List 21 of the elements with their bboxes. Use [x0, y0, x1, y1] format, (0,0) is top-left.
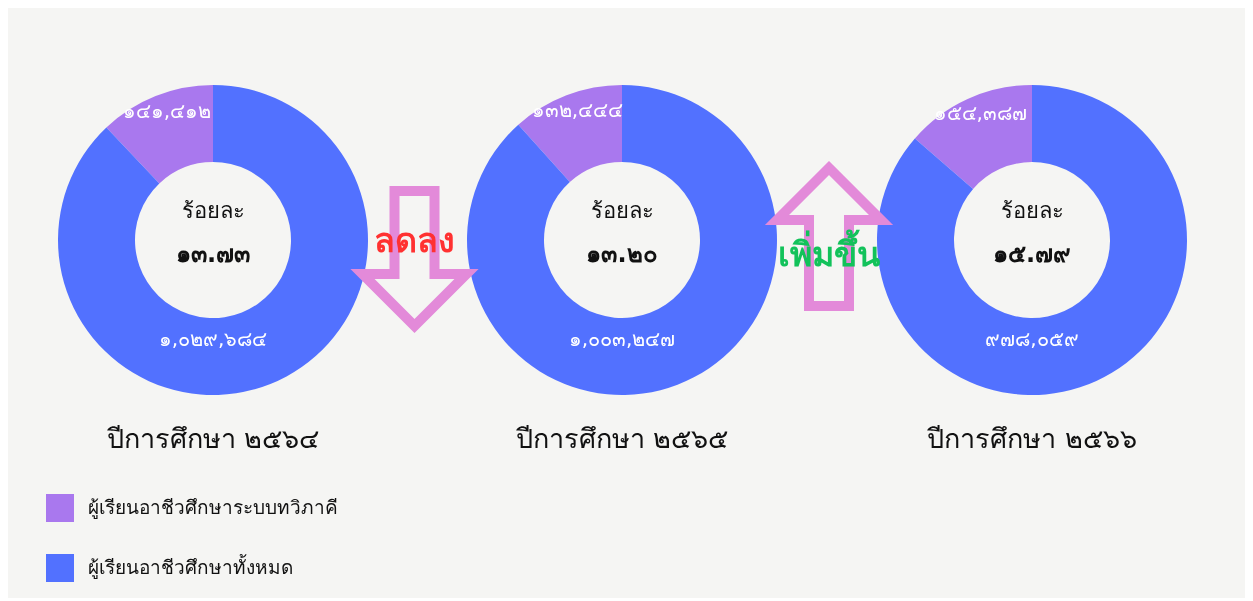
- text: ปีการศึกษา ๒๕๖๖: [927, 423, 1137, 454]
- text: ปีการศึกษา ๒๕๖๔: [106, 423, 320, 454]
- data-label: ๑๓๒,๔๔๔: [531, 98, 624, 123]
- text: ร้อยละ: [1000, 198, 1064, 223]
- text: ปีการศึกษา ๒๕๖๕: [515, 423, 729, 454]
- data-label: ๑,๐๐๓,๒๔๗: [568, 326, 676, 351]
- donut-slice: [106, 85, 213, 184]
- donut-slice: [467, 85, 777, 395]
- text: ๑๓.๗๓: [175, 240, 251, 268]
- text: ร้อยละ: [590, 198, 654, 223]
- data-label: ๑๔๑,๔๑๒: [122, 98, 212, 123]
- legend-label: ผู้เรียนอาชีวศึกษาระบบทวิภาคี: [88, 495, 338, 519]
- legend-label: ผู้เรียนอาชีวศึกษาทั้งหมด: [88, 553, 293, 579]
- data-label: ๙๗๘,๐๕๙: [985, 326, 1079, 351]
- donut-slice: [518, 85, 622, 183]
- text: ๑๓.๒๐: [586, 240, 658, 268]
- text: ลดลง: [374, 220, 455, 260]
- text: ร้อยละ: [181, 198, 245, 223]
- data-label: ๑,๐๒๙,๖๘๔: [158, 326, 268, 351]
- donut-slice: [58, 85, 368, 395]
- text: ๑๕.๗๙: [992, 240, 1072, 268]
